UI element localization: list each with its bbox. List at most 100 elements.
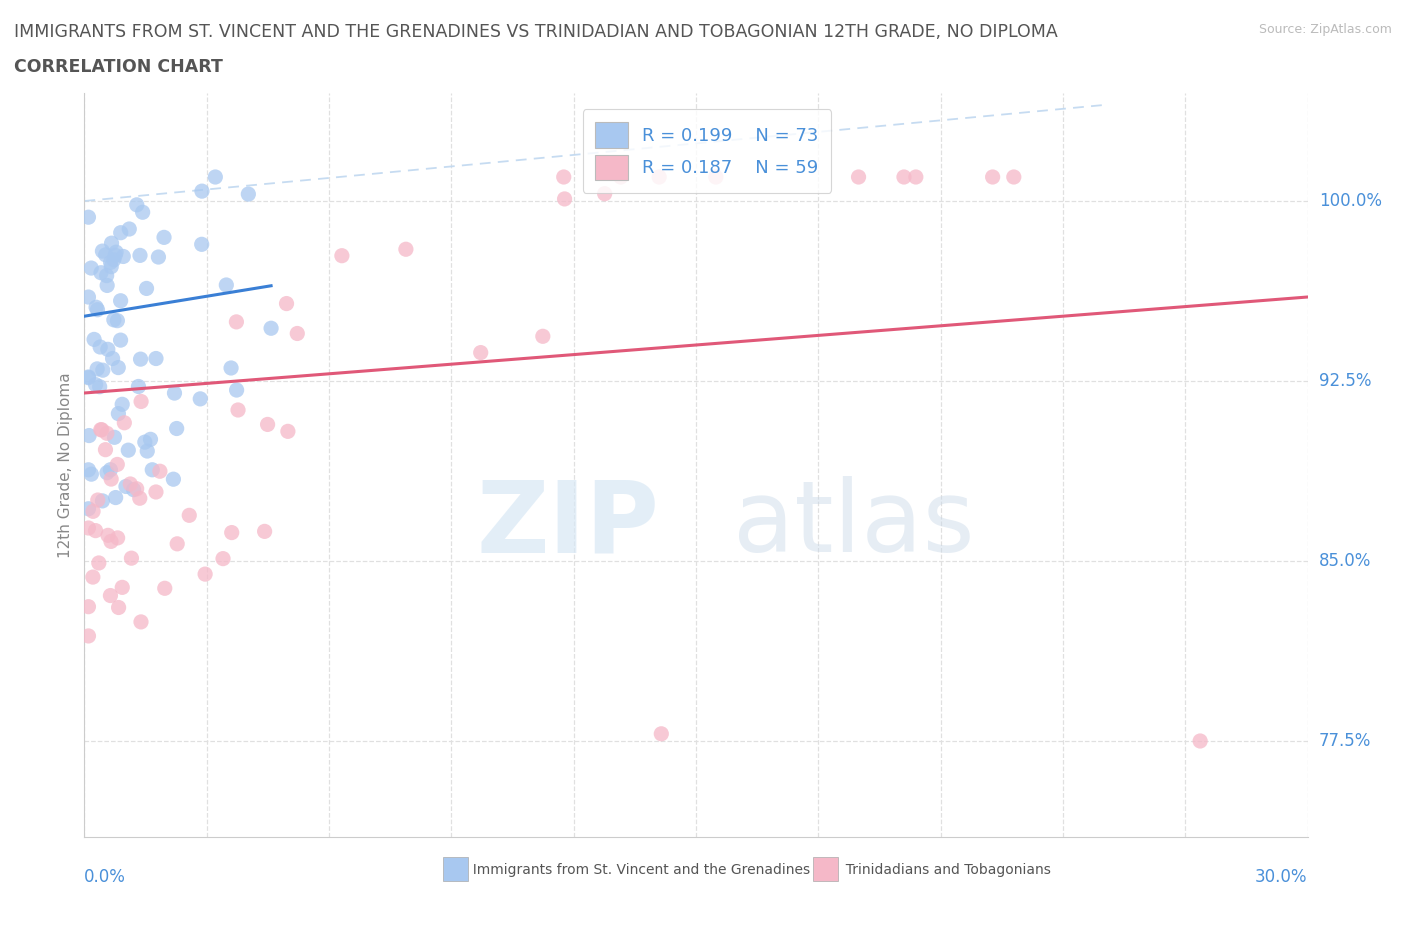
Point bbox=[77, 462, 100, 477]
Point bbox=[77, 210, 100, 225]
Point bbox=[215, 277, 238, 292]
Point bbox=[256, 417, 278, 432]
Point bbox=[115, 479, 138, 494]
Point bbox=[77, 428, 100, 443]
Point bbox=[120, 551, 142, 565]
Point bbox=[136, 444, 159, 458]
Y-axis label: 12th Grade, No Diploma: 12th Grade, No Diploma bbox=[58, 372, 73, 558]
Point bbox=[219, 361, 242, 376]
Point bbox=[77, 521, 100, 536]
Point bbox=[84, 299, 107, 314]
Point bbox=[91, 494, 114, 509]
Point bbox=[91, 363, 114, 378]
Point bbox=[904, 169, 927, 184]
Point bbox=[83, 332, 105, 347]
Point bbox=[107, 600, 129, 615]
Text: 85.0%: 85.0% bbox=[1319, 552, 1371, 570]
Point bbox=[145, 485, 167, 499]
Point bbox=[141, 462, 163, 477]
Point bbox=[107, 406, 129, 421]
Point bbox=[107, 360, 129, 375]
Point bbox=[100, 588, 122, 603]
Text: 100.0%: 100.0% bbox=[1319, 192, 1382, 210]
Point bbox=[554, 192, 576, 206]
Point bbox=[94, 247, 117, 262]
Point bbox=[110, 293, 132, 308]
Point bbox=[86, 362, 108, 377]
Point bbox=[91, 244, 114, 259]
Point bbox=[163, 386, 186, 401]
Text: Immigrants from St. Vincent and the Grenadines: Immigrants from St. Vincent and the Gren… bbox=[464, 862, 810, 877]
Point bbox=[96, 426, 118, 441]
Point bbox=[94, 443, 117, 458]
Point bbox=[105, 245, 128, 259]
Point bbox=[226, 403, 249, 418]
Point bbox=[103, 430, 125, 445]
Point bbox=[100, 235, 122, 250]
Point bbox=[84, 524, 107, 538]
Text: 30.0%: 30.0% bbox=[1256, 868, 1308, 885]
Point bbox=[96, 278, 118, 293]
Point bbox=[704, 169, 727, 184]
Point bbox=[139, 432, 162, 446]
Point bbox=[122, 483, 145, 498]
Point bbox=[110, 225, 132, 240]
Text: atlas: atlas bbox=[733, 476, 974, 573]
Point bbox=[277, 424, 299, 439]
Point bbox=[84, 378, 107, 392]
Point bbox=[80, 467, 103, 482]
Text: Trinidadians and Tobagonians: Trinidadians and Tobagonians bbox=[837, 862, 1050, 877]
Point bbox=[82, 504, 104, 519]
Point bbox=[128, 491, 150, 506]
Point bbox=[145, 351, 167, 365]
Point bbox=[90, 265, 112, 280]
Point bbox=[90, 422, 112, 437]
Point bbox=[87, 493, 110, 508]
Point bbox=[86, 302, 108, 317]
Point bbox=[276, 296, 298, 311]
Point bbox=[125, 197, 148, 212]
Point bbox=[100, 259, 122, 274]
Text: 92.5%: 92.5% bbox=[1319, 372, 1371, 390]
Point bbox=[117, 443, 139, 458]
Point bbox=[134, 434, 156, 449]
Point bbox=[221, 525, 243, 540]
Point bbox=[179, 508, 201, 523]
Point bbox=[129, 248, 152, 263]
Point bbox=[105, 313, 128, 328]
Point bbox=[77, 289, 100, 304]
Point bbox=[553, 169, 575, 184]
Point bbox=[97, 342, 120, 357]
Point bbox=[105, 457, 128, 472]
Point bbox=[111, 580, 134, 595]
Point bbox=[82, 570, 104, 585]
Point bbox=[125, 482, 148, 497]
Point bbox=[104, 247, 127, 262]
Point bbox=[77, 629, 100, 644]
Point bbox=[89, 379, 111, 394]
Point bbox=[111, 397, 134, 412]
Point bbox=[330, 248, 353, 263]
Point bbox=[285, 326, 308, 341]
Point bbox=[593, 186, 616, 201]
Point bbox=[118, 221, 141, 236]
Point bbox=[204, 169, 226, 184]
Point bbox=[89, 339, 111, 354]
Point bbox=[238, 187, 260, 202]
Point bbox=[77, 501, 100, 516]
Point bbox=[166, 421, 188, 436]
Point bbox=[110, 333, 132, 348]
Point bbox=[100, 472, 122, 486]
Point bbox=[153, 230, 176, 245]
Text: IMMIGRANTS FROM ST. VINCENT AND THE GRENADINES VS TRINIDADIAN AND TOBAGONIAN 12T: IMMIGRANTS FROM ST. VINCENT AND THE GREN… bbox=[14, 23, 1057, 41]
Point bbox=[100, 255, 122, 270]
Point bbox=[225, 382, 247, 397]
Point bbox=[162, 472, 184, 486]
Point bbox=[129, 394, 152, 409]
Point bbox=[131, 205, 153, 219]
Point bbox=[90, 422, 112, 437]
Point bbox=[609, 169, 631, 184]
Legend: R = 0.199    N = 73, R = 0.187    N = 59: R = 0.199 N = 73, R = 0.187 N = 59 bbox=[582, 110, 831, 193]
Point bbox=[212, 551, 235, 566]
Point bbox=[77, 370, 100, 385]
